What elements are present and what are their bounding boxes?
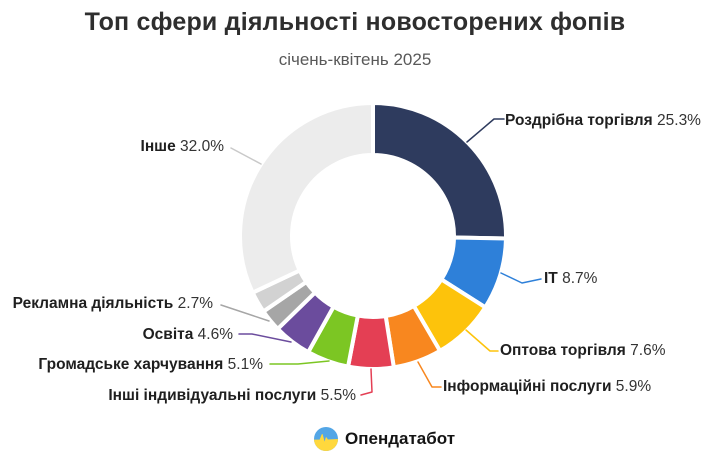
leader-line — [500, 272, 542, 284]
segment-name: Інформаційні послуги — [443, 378, 612, 395]
donut-segment — [238, 101, 375, 295]
segment-percent: 8.7% — [562, 270, 598, 287]
donut-segment — [371, 101, 508, 241]
segment-percent: 32.0% — [180, 138, 224, 155]
segment-name: Оптова торгівля — [500, 342, 626, 359]
brand-footer: Опендатабот — [314, 426, 455, 452]
segment-percent: 2.7% — [177, 295, 213, 312]
segment-name: Інше — [140, 138, 176, 155]
leader-line — [417, 361, 442, 388]
segment-label-optova-torhivlia: Оптова торгівля 7.6% — [500, 341, 665, 360]
opendatabot-logo-icon — [314, 427, 338, 451]
chart-title: Топ сфери діяльності новосторених фопів — [84, 8, 626, 36]
segment-percent: 5.9% — [615, 378, 652, 395]
segment-percent: 25.3% — [657, 112, 701, 129]
segment-label-it: ІТ 8.7% — [544, 269, 597, 288]
segment-name: ІТ — [544, 270, 558, 287]
segment-name: Інші індивідуальні послуги — [108, 387, 317, 404]
leader-line — [230, 147, 262, 165]
segment-name: Освіта — [142, 326, 194, 343]
leader-line — [220, 304, 270, 322]
chart-subtitle: січень-квітень 2025 — [278, 50, 432, 69]
segment-name: Роздрібна торгівля — [505, 112, 653, 129]
leader-line — [269, 360, 330, 365]
segment-percent: 4.6% — [197, 326, 233, 343]
segment-name: Громадське харчування — [38, 356, 224, 373]
leader-line — [466, 118, 505, 143]
segment-name: Рекламна діяльність — [12, 295, 174, 312]
segment-percent: 7.6% — [630, 342, 666, 359]
segment-label-inshe: Інше 32.0% — [141, 137, 224, 156]
segment-label-reklamna-diialnist: Рекламна діяльність 2.7% — [13, 294, 213, 313]
segment-percent: 5.5% — [320, 387, 356, 404]
segment-label-rozdribna-torhivlia: Роздрібна торгівля 25.3% — [505, 111, 701, 130]
leader-line — [360, 368, 373, 396]
segment-label-hromadske-kharchuvannia: Громадське харчування 5.1% — [38, 355, 263, 374]
leader-line — [465, 329, 499, 352]
leader-line — [238, 333, 292, 343]
segment-label-osvita: Освіта 4.6% — [143, 325, 233, 344]
segment-label-inshi-indyvidualni-posluhy: Інші індивідуальні послуги 5.5% — [108, 386, 356, 405]
segment-percent: 5.1% — [227, 356, 263, 373]
segment-label-informatsiini-posluhy: Інформаційні послуги 5.9% — [443, 377, 651, 396]
brand-name: Опендатабот — [345, 429, 456, 448]
